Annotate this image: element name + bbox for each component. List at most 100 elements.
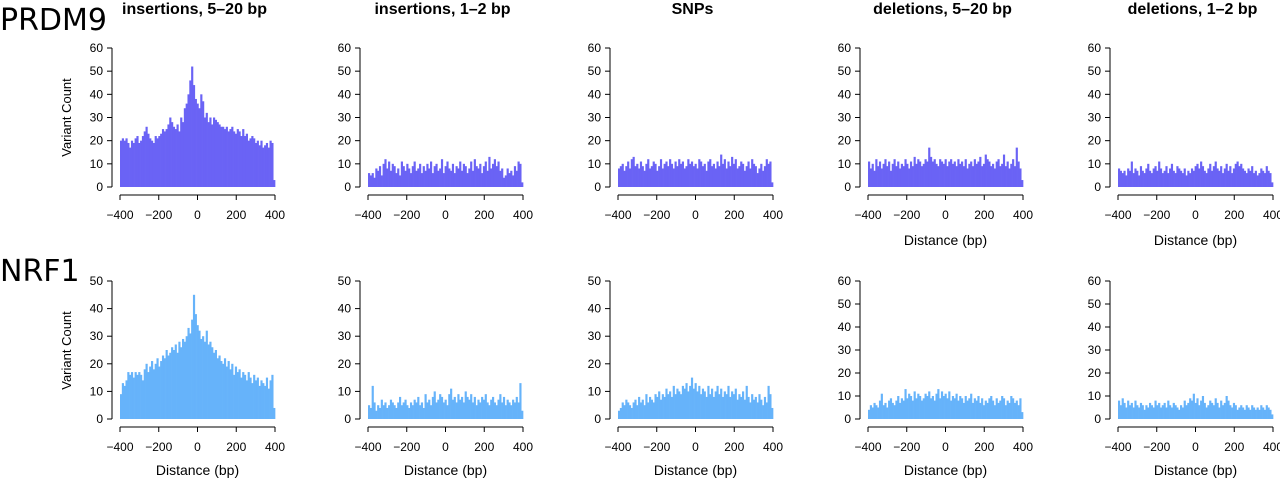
histogram-panel: 0 10 20 30 40 50 −400 −200 0 200 400 bbox=[338, 274, 534, 454]
histogram-bar bbox=[240, 136, 243, 187]
histogram-bar bbox=[752, 163, 756, 187]
histogram-bar bbox=[763, 166, 767, 187]
y-tick-label: 20 bbox=[90, 134, 104, 148]
histogram-bar bbox=[627, 161, 630, 187]
histogram-bar bbox=[1192, 393, 1195, 419]
histogram-bar bbox=[187, 94, 190, 187]
histogram-bar bbox=[1006, 400, 1009, 419]
histogram-bar bbox=[234, 366, 238, 419]
histogram-bar bbox=[982, 163, 986, 187]
histogram-bar bbox=[701, 388, 705, 419]
histogram-bar bbox=[690, 377, 694, 419]
histogram-bar bbox=[694, 383, 697, 419]
histogram-bar bbox=[191, 66, 194, 187]
histogram-bar bbox=[1123, 402, 1126, 419]
histogram-bar bbox=[517, 161, 520, 187]
y-tick-label: 40 bbox=[90, 302, 104, 316]
histogram-bar bbox=[762, 405, 765, 419]
histogram-bar bbox=[399, 396, 402, 419]
histogram-bar bbox=[747, 161, 750, 187]
histogram-bar bbox=[249, 377, 252, 419]
histogram-bar bbox=[513, 402, 517, 419]
histogram-bar bbox=[203, 341, 207, 419]
histogram-bar bbox=[125, 138, 128, 187]
histogram-bar bbox=[461, 396, 464, 419]
histogram-bar bbox=[1243, 170, 1246, 187]
histogram-bar bbox=[696, 168, 699, 187]
histogram-bar bbox=[647, 402, 650, 419]
histogram-bar bbox=[743, 170, 746, 187]
histogram-bar bbox=[185, 336, 188, 419]
y-tick-label: 20 bbox=[338, 357, 352, 371]
histogram-bar bbox=[240, 377, 243, 419]
histogram-bar bbox=[521, 182, 524, 187]
histogram-bar bbox=[484, 161, 487, 187]
histogram-bar bbox=[656, 170, 659, 187]
histogram-bar bbox=[940, 161, 944, 187]
histogram-bar bbox=[752, 399, 756, 419]
histogram-bar bbox=[630, 159, 633, 187]
histogram-bar bbox=[676, 388, 679, 419]
histogram-bar bbox=[893, 405, 896, 419]
histogram-bar bbox=[1165, 166, 1168, 187]
histogram-bar bbox=[650, 166, 653, 187]
histogram-bar bbox=[470, 161, 473, 187]
histogram-bar bbox=[667, 394, 670, 419]
histogram-bar bbox=[1004, 405, 1007, 419]
histogram-bar bbox=[771, 182, 774, 187]
histogram-bar bbox=[1265, 166, 1268, 187]
histogram-bar bbox=[211, 347, 214, 419]
histogram-bar bbox=[716, 161, 719, 187]
histogram-bar bbox=[1138, 407, 1141, 419]
histogram-bar bbox=[959, 163, 962, 187]
histogram-bar bbox=[502, 396, 506, 419]
y-tick-label: 10 bbox=[1088, 157, 1102, 171]
histogram-bar bbox=[455, 402, 458, 419]
y-tick-label: 20 bbox=[1088, 134, 1102, 148]
y-tick-label: 0 bbox=[844, 412, 851, 426]
histogram-bar bbox=[915, 163, 918, 187]
histogram-panel: 0 10 20 30 40 50 60 −400 −200 0 200 400 bbox=[838, 41, 1034, 222]
histogram-bar bbox=[731, 391, 734, 419]
histogram-bar bbox=[1121, 173, 1124, 187]
histogram-bar bbox=[129, 147, 132, 187]
histogram-bar bbox=[917, 393, 920, 419]
y-tick-label: 40 bbox=[338, 302, 352, 316]
histogram-bar bbox=[428, 399, 431, 419]
histogram-bar bbox=[1247, 407, 1250, 419]
histogram-panel: 0 10 20 30 40 50 −400 −200 0 200 400 bbox=[90, 274, 286, 454]
histogram-bar bbox=[924, 159, 927, 187]
histogram-bar bbox=[468, 168, 471, 187]
x-tick-label: −200 bbox=[643, 440, 670, 454]
histogram-bar bbox=[251, 383, 254, 419]
histogram-bar bbox=[1249, 409, 1252, 419]
y-tick-label: 0 bbox=[594, 412, 601, 426]
histogram-bar bbox=[120, 394, 123, 419]
histogram-bar bbox=[214, 350, 217, 419]
y-tick-label: 20 bbox=[838, 366, 852, 380]
histogram-bar bbox=[632, 156, 635, 187]
histogram-bar bbox=[231, 363, 234, 419]
y-tick-label: 10 bbox=[1088, 389, 1102, 403]
histogram-bar bbox=[1139, 166, 1143, 187]
histogram-bar bbox=[951, 396, 955, 419]
histogram-bar bbox=[203, 117, 207, 187]
histogram-bar bbox=[621, 402, 624, 419]
histogram-bar bbox=[417, 168, 420, 187]
histogram-bar bbox=[140, 374, 143, 419]
histogram-bar bbox=[1223, 402, 1226, 419]
histogram-bar bbox=[138, 142, 141, 187]
histogram-bar bbox=[495, 166, 498, 187]
histogram-bar bbox=[685, 383, 688, 419]
histogram-bar bbox=[373, 177, 376, 187]
histogram-bar bbox=[1136, 170, 1139, 187]
panel-title: deletions, 1–2 bp bbox=[1127, 1, 1258, 18]
x-tick-label: 0 bbox=[942, 208, 949, 222]
histogram-bar bbox=[1136, 405, 1139, 419]
histogram-bar bbox=[242, 372, 245, 419]
histogram-bar bbox=[1211, 170, 1214, 187]
histogram-bar bbox=[430, 405, 433, 419]
histogram-bar bbox=[415, 170, 418, 187]
histogram-bar bbox=[406, 163, 409, 187]
histogram-bar bbox=[988, 161, 991, 187]
